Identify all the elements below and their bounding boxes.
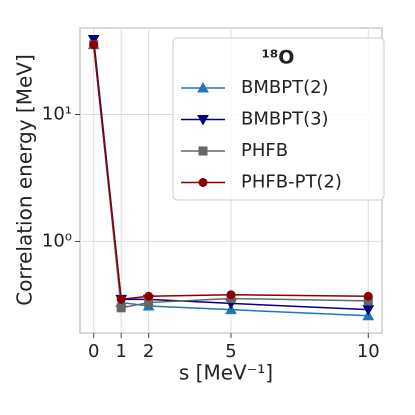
legend-label: PHFB (241, 140, 288, 161)
legend-marker (198, 146, 208, 156)
legend-title: ¹⁸O (262, 47, 295, 69)
x-tick-label: 5 (225, 341, 236, 362)
x-tick-label: 0 (88, 341, 99, 362)
x-tick-label: 1 (115, 341, 126, 362)
y-tick-label: 10¹ (42, 103, 72, 124)
marker (89, 40, 99, 50)
marker (226, 290, 236, 300)
legend-marker (197, 81, 209, 93)
legend-marker (197, 115, 209, 126)
marker (87, 34, 100, 46)
legend-label: BMBPT(2) (241, 77, 329, 98)
legend-label: BMBPT(3) (241, 109, 329, 130)
y-tick-label: 10⁰ (42, 230, 72, 251)
marker (116, 303, 126, 313)
y-axis-label: Correlation energy [MeV] (13, 54, 37, 306)
x-axis-label: s [MeV⁻¹] (179, 361, 273, 385)
marker (144, 291, 154, 301)
marker (363, 291, 373, 301)
legend-marker (198, 178, 208, 187)
legend-box (172, 37, 385, 201)
x-tick-label: 10 (357, 341, 380, 362)
legend-label: PHFB-PT(2) (241, 172, 342, 193)
marker (362, 305, 375, 316)
x-tick-label: 2 (143, 341, 154, 362)
marker (116, 294, 126, 304)
